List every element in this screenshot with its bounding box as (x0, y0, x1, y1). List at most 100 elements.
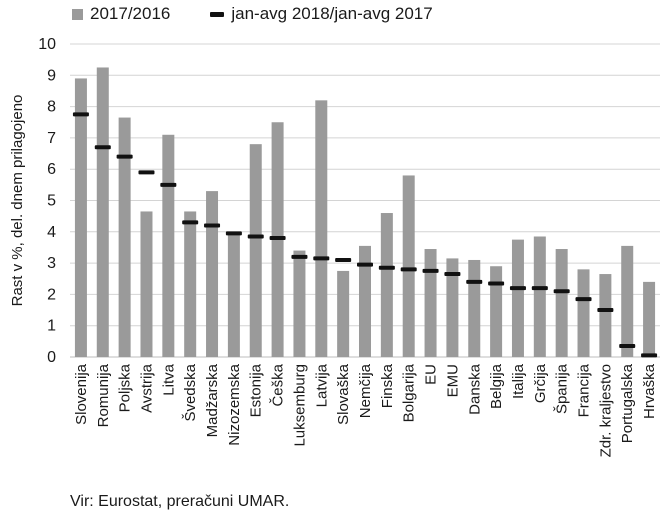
marker-dash (597, 308, 614, 313)
x-tick-label: Češka (270, 363, 287, 406)
marker-dash (444, 272, 461, 277)
legend-bar-swatch (72, 8, 83, 20)
bar (468, 259, 481, 357)
x-tick-label: Italija (510, 363, 527, 399)
marker-dash (291, 254, 308, 259)
bar (577, 269, 590, 357)
x-tick-label: Poljska (117, 363, 134, 412)
legend-item-markers: jan-avg 2018/jan-avg 2017 (210, 4, 433, 24)
bar (490, 266, 503, 357)
marker-dash (160, 182, 177, 187)
bar (446, 258, 459, 357)
x-tick-label: Belgija (488, 363, 505, 409)
marker-dash (422, 268, 439, 273)
x-tick-label: Danska (466, 363, 483, 415)
bar (359, 245, 371, 357)
y-tick-label: 10 (38, 36, 56, 53)
bar (96, 67, 109, 357)
y-tick-label: 3 (47, 255, 56, 272)
bar (162, 134, 175, 357)
y-tick-label: 8 (47, 99, 56, 116)
y-tick-label: 0 (47, 349, 56, 366)
bar (227, 233, 240, 357)
marker-dash (182, 220, 199, 225)
x-tick-label: EMU (444, 364, 461, 397)
x-tick-label: Španija (554, 363, 571, 414)
legend-marker-swatch (210, 11, 225, 17)
bar (402, 175, 415, 357)
marker-dash (553, 289, 570, 294)
legend-item-bars: 2017/2016 (72, 4, 170, 24)
bar (533, 236, 546, 357)
x-tick-label: Romunija (95, 363, 112, 427)
legend-bar-label: 2017/2016 (90, 4, 171, 23)
marker-dash (509, 286, 526, 291)
marker-dash (641, 353, 658, 358)
x-tick-label: Zdr. kraljestvo (597, 364, 614, 457)
y-tick-label: 7 (47, 130, 56, 147)
x-tick-label: Finska (379, 363, 396, 408)
marker-dash (269, 236, 286, 241)
y-tick-label: 6 (47, 161, 56, 178)
marker-dash (204, 223, 221, 228)
bar (599, 274, 612, 357)
marker-dash (313, 256, 330, 261)
bar (424, 249, 437, 357)
bar (643, 281, 656, 357)
source-note: Vir: Eurostat, preračuni UMAR. (70, 493, 290, 510)
x-tick-label: Hrvaška (641, 363, 658, 419)
marker-dash (225, 231, 242, 236)
marker-dash (138, 170, 155, 175)
y-tick-label: 4 (47, 224, 56, 241)
x-tick-label: Litva (160, 363, 177, 395)
bar (621, 245, 634, 357)
marker-dash (72, 112, 89, 117)
x-tick-label: Estonija (248, 363, 265, 417)
x-tick-label: Latvija (313, 363, 330, 407)
bar (315, 100, 328, 357)
x-tick-label: Portugalska (619, 363, 636, 443)
marker-dash (378, 265, 395, 270)
marker-dash (466, 279, 483, 284)
x-tick-label: Nemčija (357, 363, 374, 418)
marker-dash (247, 234, 264, 239)
x-tick-label: Avstrija (138, 363, 155, 413)
y-tick-label: 2 (47, 286, 56, 303)
legend-marker-label: jan-avg 2018/jan-avg 2017 (231, 4, 433, 23)
marker-dash (335, 257, 352, 262)
marker-dash (575, 297, 592, 302)
bar (249, 144, 262, 357)
marker-dash (94, 145, 111, 150)
x-tick-label: Slovaška (335, 363, 352, 425)
x-tick-label: Nizozemska (226, 363, 243, 445)
y-tick-label: 1 (47, 318, 56, 335)
x-tick-label: Madžarska (204, 363, 221, 437)
y-tick-label: 5 (47, 193, 56, 210)
bar (293, 250, 306, 357)
chart-legend: 2017/2016 jan-avg 2018/jan-avg 2017 (72, 4, 433, 24)
x-tick-label: Švedska (182, 363, 199, 421)
marker-dash (116, 154, 133, 159)
bar (140, 211, 153, 357)
x-tick-label: EU (423, 364, 440, 385)
bar (206, 191, 219, 357)
marker-dash (531, 286, 548, 291)
marker-dash (619, 344, 636, 349)
marker-dash (400, 267, 417, 272)
bar (337, 270, 350, 357)
x-tick-label: Slovenija (73, 363, 90, 425)
bar (511, 239, 524, 357)
x-tick-label: Grčija (532, 363, 549, 403)
x-tick-label: Francija (576, 363, 593, 417)
marker-dash (488, 281, 505, 286)
y-tick-label: 9 (47, 67, 56, 84)
bar (118, 117, 131, 358)
x-tick-label: Bolgarija (401, 363, 418, 422)
bar (555, 249, 568, 357)
bar (380, 213, 393, 357)
bar (74, 78, 87, 358)
marker-dash (357, 262, 373, 267)
x-tick-label: Luksemburg (291, 364, 308, 447)
bar (184, 211, 197, 357)
y-axis-label: Rast v %, del. dnem prilagojeno (9, 95, 26, 307)
